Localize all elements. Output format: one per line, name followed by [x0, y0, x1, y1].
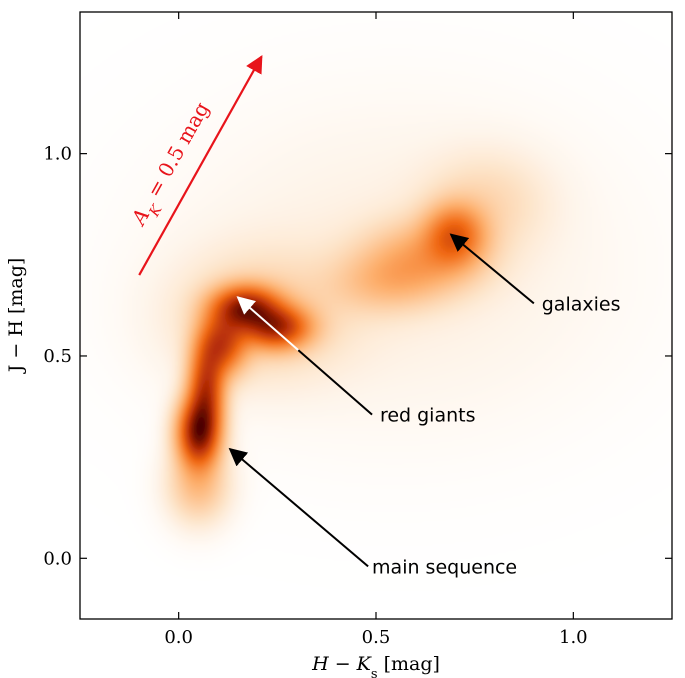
annotation-label: red giants [380, 405, 476, 427]
extinction-arrow [138, 54, 263, 276]
density-heatmap [80, 12, 672, 619]
density-image [80, 12, 672, 619]
annotation-label: galaxies [542, 293, 621, 315]
x-axis-label: H − Ks [mag] [311, 653, 440, 678]
annotation-arrow [228, 447, 369, 568]
y-axis-ticks: 0.0 0.5 1.0 [43, 144, 672, 569]
y-tick-label: 0.5 [43, 346, 72, 367]
annotation-label: main sequence [372, 556, 517, 578]
annotation-arrow [236, 296, 299, 351]
x-tick-label: 1.0 [559, 627, 588, 648]
annotation-arrow [449, 233, 535, 305]
x-axis-ticks: 0.0 0.5 1.0 [164, 12, 588, 648]
annotation-arrow-shaft [297, 349, 373, 416]
x-tick-label: 0.0 [164, 627, 193, 648]
y-tick-label: 1.0 [43, 144, 72, 165]
x-tick-label: 0.5 [362, 627, 391, 648]
annotation-red-giants: red giants [236, 296, 476, 427]
annotation-main-sequence: main sequence [228, 447, 517, 578]
y-tick-label: 0.0 [43, 548, 72, 569]
annotation-galaxies: galaxies [449, 233, 621, 315]
y-axis-label: J − H [mag] [5, 258, 27, 375]
